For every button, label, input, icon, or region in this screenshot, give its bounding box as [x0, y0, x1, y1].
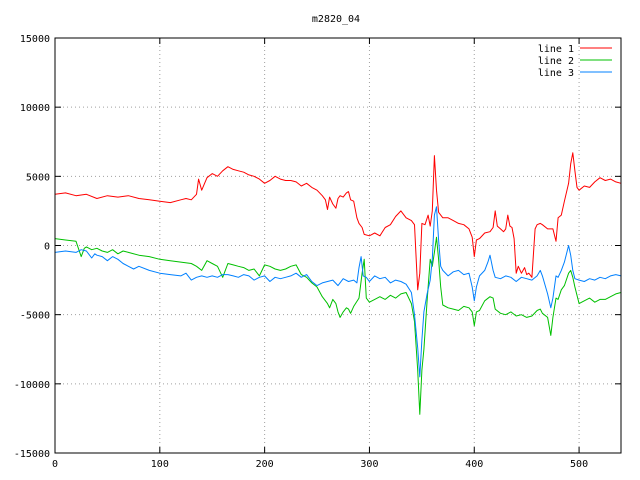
y-tick-label: -10000	[14, 380, 50, 391]
x-tick-label: 100	[151, 459, 169, 470]
grid	[55, 38, 621, 453]
x-tick-label: 0	[52, 459, 58, 470]
legend-label-2: line 2	[538, 56, 574, 67]
legend-label-3: line 3	[538, 68, 574, 79]
y-tick-label: 5000	[26, 172, 50, 183]
y-tick-label: 0	[44, 242, 50, 253]
legend-label-1: line 1	[538, 44, 574, 55]
y-tick-label: -15000	[14, 449, 50, 460]
x-tick-label: 500	[570, 459, 588, 470]
x-tick-label: 400	[465, 459, 483, 470]
chart-title: m2820_04	[312, 14, 360, 25]
series-line-2	[54, 236, 622, 415]
x-tick-label: 200	[256, 459, 274, 470]
y-tick-label: 15000	[20, 34, 50, 45]
series-line-1	[54, 152, 622, 291]
axis-ticks: 0 100 200 300 400 500 15000 10000 5000 0 -5000 -100…	[14, 34, 621, 470]
x-tick-label: 300	[360, 459, 378, 470]
y-tick-label: -5000	[20, 311, 50, 322]
series-line-3	[54, 206, 622, 378]
y-tick-label: 10000	[20, 103, 50, 114]
series-group	[54, 152, 622, 415]
